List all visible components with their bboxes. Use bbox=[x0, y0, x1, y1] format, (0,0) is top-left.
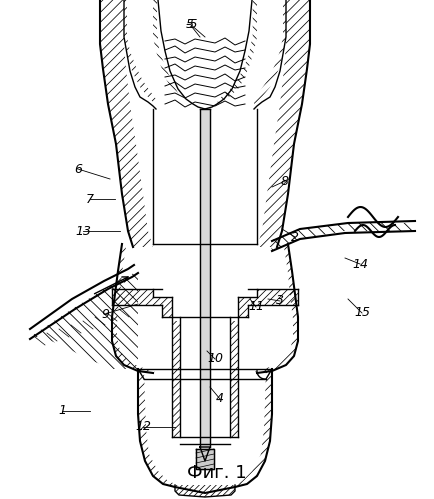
Text: Фиг. 1: Фиг. 1 bbox=[187, 464, 246, 482]
Text: 2: 2 bbox=[290, 231, 298, 244]
Text: 9: 9 bbox=[101, 307, 109, 320]
Text: 6: 6 bbox=[74, 163, 82, 176]
Text: 15: 15 bbox=[353, 306, 369, 319]
Polygon shape bbox=[153, 109, 256, 244]
Text: 13: 13 bbox=[75, 225, 91, 238]
Polygon shape bbox=[158, 0, 251, 107]
Text: -5: -5 bbox=[184, 17, 197, 30]
Text: 8: 8 bbox=[280, 175, 288, 188]
Text: 3: 3 bbox=[275, 294, 283, 307]
Text: 4: 4 bbox=[216, 393, 224, 406]
Text: 5: 5 bbox=[186, 17, 194, 30]
Text: 1: 1 bbox=[58, 405, 66, 418]
Polygon shape bbox=[200, 447, 210, 461]
Text: 14: 14 bbox=[351, 257, 367, 270]
Text: 12: 12 bbox=[135, 421, 151, 434]
Polygon shape bbox=[200, 109, 210, 447]
Polygon shape bbox=[196, 449, 214, 469]
Text: 11: 11 bbox=[247, 300, 263, 313]
Text: 10: 10 bbox=[207, 352, 223, 365]
Text: 7: 7 bbox=[86, 193, 94, 206]
